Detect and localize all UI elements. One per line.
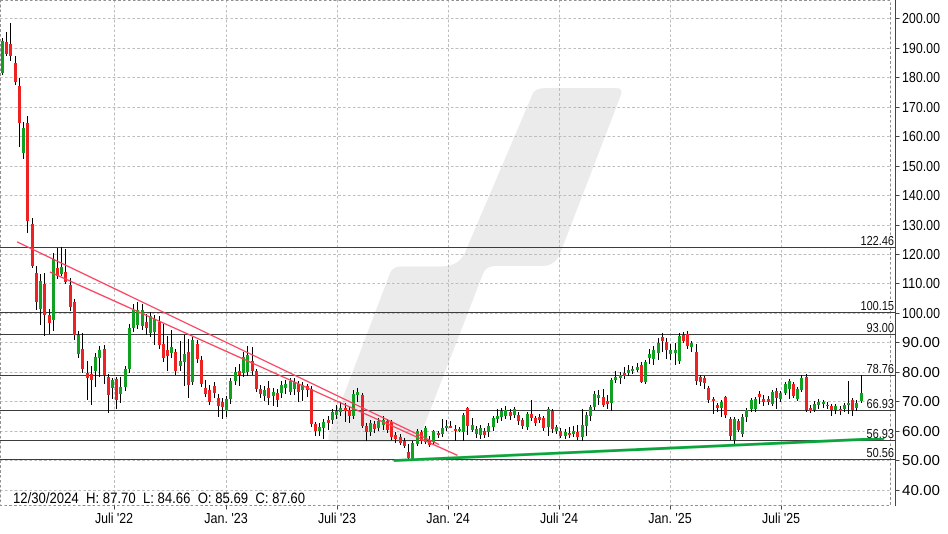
svg-text:60.00: 60.00 [902, 424, 940, 440]
svg-text:Jan. '25: Jan. '25 [648, 511, 692, 527]
svg-text:93.00: 93.00 [867, 320, 895, 335]
svg-text:50.00: 50.00 [902, 453, 940, 469]
svg-text:40.00: 40.00 [902, 483, 940, 499]
svg-text:190.00: 190.00 [902, 41, 940, 57]
svg-text:Juli '24: Juli '24 [540, 511, 578, 527]
svg-text:100.00: 100.00 [902, 306, 940, 322]
svg-text:122.46: 122.46 [861, 233, 895, 248]
svg-text:Juli '23: Juli '23 [318, 511, 356, 527]
svg-text:110.00: 110.00 [902, 276, 940, 292]
svg-text:150.00: 150.00 [902, 159, 940, 175]
svg-text:120.00: 120.00 [902, 247, 940, 263]
svg-text:50.56: 50.56 [867, 445, 895, 460]
svg-text:130.00: 130.00 [902, 218, 940, 234]
svg-text:180.00: 180.00 [902, 70, 940, 86]
svg-text:Jan. '23: Jan. '23 [204, 511, 248, 527]
svg-text:170.00: 170.00 [902, 100, 940, 116]
svg-text:160.00: 160.00 [902, 129, 940, 145]
svg-text:Juli '25: Juli '25 [762, 511, 800, 527]
svg-text:70.00: 70.00 [902, 394, 940, 410]
svg-text:140.00: 140.00 [902, 188, 940, 204]
svg-text:90.00: 90.00 [902, 335, 940, 351]
svg-text:66.93: 66.93 [867, 396, 895, 411]
svg-text:Jan. '24: Jan. '24 [426, 511, 470, 527]
svg-text:100.15: 100.15 [861, 298, 895, 313]
svg-text:56.93: 56.93 [867, 426, 895, 441]
svg-text:12/30/2024 H: 87.70 L: 84.66: 12/30/2024 H: 87.70 L: 84.66 O: 85.69 C:… [13, 490, 305, 507]
svg-text:80.00: 80.00 [902, 365, 940, 381]
svg-text:78.76: 78.76 [867, 361, 895, 376]
svg-text:Juli '22: Juli '22 [95, 511, 133, 527]
svg-text:200.00: 200.00 [902, 11, 940, 27]
